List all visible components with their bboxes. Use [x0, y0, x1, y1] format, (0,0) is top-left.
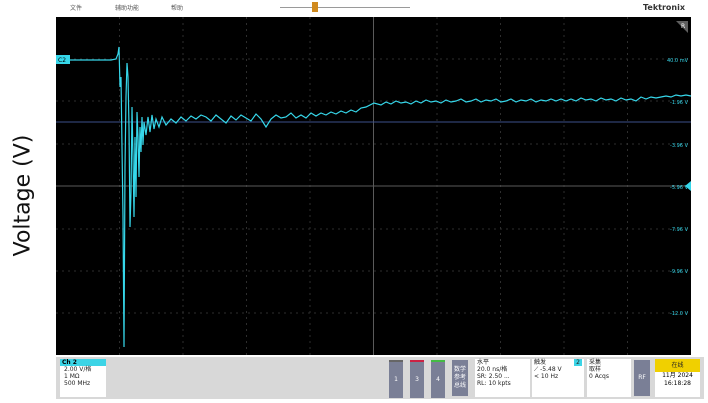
- ch2-bandwidth: 500 MHz: [64, 380, 91, 387]
- math-ref-bus-button[interactable]: 数学 参考 总线: [452, 360, 468, 396]
- trigger-source: 2: [574, 359, 582, 366]
- channel-4-button[interactable]: 4: [431, 360, 445, 398]
- ch2-impedance: 1 MΩ: [64, 373, 80, 380]
- horizontal-title: 水平: [477, 359, 490, 366]
- horizontal-sample-rate: SR: 2.50 ...: [477, 373, 510, 380]
- acquisition-mode: 取样: [589, 366, 602, 373]
- trigger-level: -5.48 V: [540, 366, 562, 373]
- top-menu-bar: 文件 辅助功能 帮助 Tektronix: [55, 0, 695, 16]
- run-status-badge[interactable]: 在线 11月 2024 16:18:28: [655, 359, 700, 397]
- acquisition-count: 0 Acqs: [589, 373, 609, 380]
- horizontal-timebase: 20.0 ns/格: [477, 366, 508, 373]
- rf-button[interactable]: RF: [634, 360, 650, 396]
- scale-label: -5.96 V: [670, 185, 689, 191]
- scale-label: -1.96 V: [670, 100, 689, 106]
- ch2-badge-title: Ch 2: [60, 359, 106, 366]
- trigger-badge[interactable]: 触发 2 ⟋ -5.48 V < 10 Hz: [532, 359, 584, 397]
- graticule-center-axes: [56, 17, 691, 355]
- status-date: 11月 2024: [662, 372, 693, 379]
- channel-1-button[interactable]: 1: [389, 360, 403, 398]
- scale-label: -9.96 V: [670, 269, 689, 275]
- waveform-canvas: C2 R 40.0 mV -1.96 V -3.96 V -5.96 V -7.…: [56, 17, 691, 355]
- trigger-slope-icon: ⟋: [534, 366, 539, 373]
- trigger-title: 触发: [534, 359, 547, 366]
- menu-file[interactable]: 文件: [70, 5, 83, 12]
- scale-label: -12.0 V: [670, 311, 689, 317]
- channel-tag-label: C2: [58, 57, 66, 64]
- channel-tag-icon: [56, 55, 70, 64]
- run-badge-icon: [676, 21, 688, 33]
- run-state: 在线: [655, 359, 700, 372]
- status-time: 16:18:28: [664, 380, 691, 387]
- y-axis-label: Voltage (V): [3, 128, 43, 268]
- menu-utility[interactable]: 辅助功能: [115, 5, 140, 12]
- menu-help[interactable]: 帮助: [171, 5, 184, 12]
- trigger-level-arrow-icon: [685, 181, 691, 191]
- math-label: 数学: [453, 366, 466, 373]
- bus-label: 总线: [453, 382, 466, 389]
- ch2-trace: [56, 46, 691, 348]
- channel-3-button[interactable]: 3: [410, 360, 424, 398]
- horizontal-badge[interactable]: 水平 20.0 ns/格 SR: 2.50 ... RL: 10 kpts: [475, 359, 530, 397]
- acquisition-title: 采集: [589, 359, 602, 366]
- run-badge-label: R: [681, 23, 685, 30]
- acquisition-badge[interactable]: 采集 取样 0 Acqs: [587, 359, 631, 397]
- brand-logo: Tektronix: [643, 3, 686, 12]
- ch2-settings-badge[interactable]: Ch 2 2.00 V/格 1 MΩ 500 MHz: [60, 359, 106, 397]
- y-axis-label-text: Voltage (V): [10, 134, 36, 257]
- ref-label: 参考: [453, 374, 466, 381]
- ch2-scale: 2.00 V/格: [64, 366, 92, 373]
- status-bar: Ch 2 2.00 V/格 1 MΩ 500 MHz 1 3 4 数学 参考 总…: [56, 357, 704, 399]
- scale-label: -7.96 V: [670, 227, 689, 233]
- scale-label: 40.0 mV: [667, 58, 689, 64]
- horizontal-record-length: RL: 10 kpts: [477, 380, 511, 387]
- scale-label: -3.96 V: [670, 143, 689, 149]
- trigger-frequency: < 10 Hz: [534, 373, 559, 380]
- waveform-display[interactable]: C2 R 40.0 mV -1.96 V -3.96 V -5.96 V -7.…: [56, 17, 691, 355]
- trigger-position-marker-icon[interactable]: [312, 2, 318, 12]
- horizontal-position-track[interactable]: [280, 7, 410, 8]
